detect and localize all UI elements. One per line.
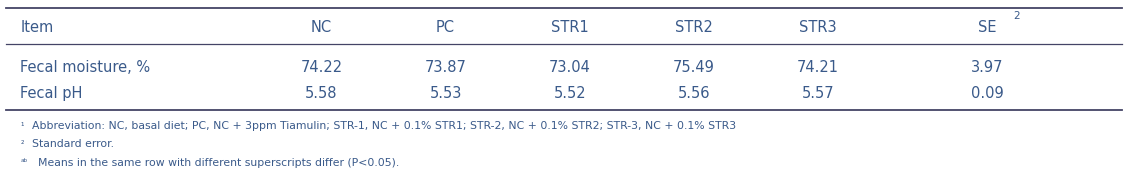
Text: 3.97: 3.97 — [971, 60, 1003, 75]
Text: STR3: STR3 — [799, 20, 837, 35]
Text: Fecal pH: Fecal pH — [20, 86, 82, 101]
Text: Fecal moisture, %: Fecal moisture, % — [20, 60, 150, 75]
Text: 5.57: 5.57 — [802, 86, 834, 101]
Text: 73.87: 73.87 — [424, 60, 467, 75]
Text: ¹: ¹ — [20, 122, 24, 131]
Text: SE: SE — [978, 20, 996, 35]
Text: STR2: STR2 — [675, 20, 713, 35]
Text: NC: NC — [311, 20, 332, 35]
Text: 5.58: 5.58 — [306, 86, 337, 101]
Text: Means in the same row with different superscripts differ (P<0.05).: Means in the same row with different sup… — [38, 158, 399, 168]
Text: 5.53: 5.53 — [430, 86, 461, 101]
Text: 5.56: 5.56 — [678, 86, 710, 101]
Text: 74.21: 74.21 — [796, 60, 839, 75]
Text: STR1: STR1 — [550, 20, 589, 35]
Text: 2: 2 — [1013, 11, 1020, 21]
Text: ᵃᵇ: ᵃᵇ — [20, 158, 27, 167]
Text: 74.22: 74.22 — [300, 60, 343, 75]
Text: Abbreviation: NC, basal diet; PC, NC + 3ppm Tiamulin; STR-1, NC + 0.1% STR1; STR: Abbreviation: NC, basal diet; PC, NC + 3… — [32, 121, 735, 131]
Text: 73.04: 73.04 — [548, 60, 591, 75]
Text: 75.49: 75.49 — [672, 60, 715, 75]
Text: Standard error.: Standard error. — [32, 139, 114, 149]
Text: PC: PC — [437, 20, 455, 35]
Text: ²: ² — [20, 140, 24, 149]
Text: 0.09: 0.09 — [970, 86, 1004, 101]
Text: Item: Item — [20, 20, 53, 35]
Text: 5.52: 5.52 — [554, 86, 585, 101]
